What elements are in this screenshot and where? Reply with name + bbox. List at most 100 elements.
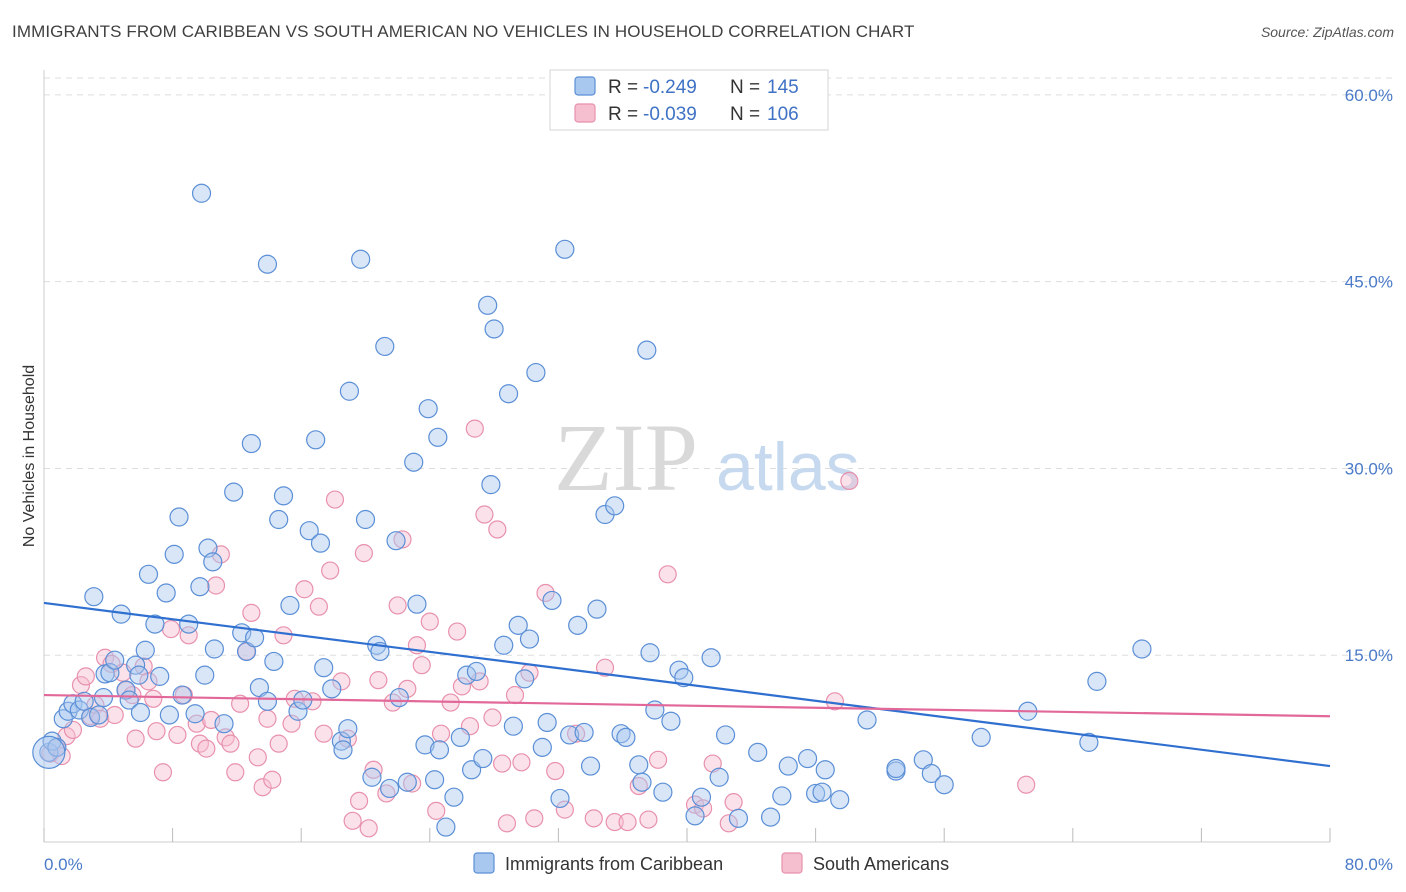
top-legend: R = -0.249 N = 145 R = -0.039 N = 106 bbox=[549, 69, 829, 131]
caribbean-point bbox=[812, 782, 832, 802]
caribbean-point bbox=[797, 748, 818, 769]
caribbean-point bbox=[129, 665, 149, 685]
caribbean-point bbox=[532, 737, 552, 757]
caribbean-point bbox=[130, 702, 151, 723]
caribbean-point bbox=[339, 381, 360, 401]
caribbean-point bbox=[587, 599, 607, 619]
caribbean-point bbox=[190, 577, 210, 597]
south-american-point bbox=[231, 694, 250, 713]
south-american-point bbox=[724, 793, 743, 812]
south-american-point bbox=[658, 565, 677, 584]
south-american-point bbox=[168, 725, 187, 745]
south-american-point bbox=[497, 814, 517, 833]
caribbean-point bbox=[389, 687, 409, 708]
caribbean-point bbox=[310, 533, 331, 553]
caribbean-point bbox=[466, 661, 487, 682]
caribbean-point bbox=[224, 482, 244, 502]
south-american-point bbox=[206, 576, 226, 595]
caribbean-point bbox=[478, 295, 498, 315]
legend-n-label-south-americans: N = bbox=[730, 104, 760, 125]
caribbean-point bbox=[81, 707, 101, 728]
caribbean-point bbox=[428, 427, 448, 447]
south-american-point bbox=[274, 626, 293, 645]
legend-r-value-south-americans: -0.039 bbox=[643, 104, 697, 125]
caribbean-point bbox=[386, 531, 406, 551]
legend-n-value-south-americans: 106 bbox=[767, 104, 799, 125]
caribbean-point bbox=[415, 735, 435, 755]
caribbean-point bbox=[715, 725, 736, 745]
south-american-point bbox=[388, 596, 407, 615]
caribbean-point bbox=[314, 658, 334, 678]
caribbean-point bbox=[560, 725, 580, 745]
south-american-point bbox=[354, 544, 373, 563]
caribbean-point bbox=[407, 594, 427, 614]
y-axis-title: No Vehicles in Household bbox=[21, 365, 38, 547]
legend-n-value-caribbean: 145 bbox=[767, 77, 799, 98]
south-american-point bbox=[71, 676, 91, 695]
caribbean-point bbox=[185, 704, 205, 724]
caribbean-point bbox=[93, 687, 114, 708]
caribbean-point bbox=[616, 727, 636, 748]
south-american-point bbox=[303, 692, 322, 711]
caribbean-point bbox=[203, 552, 223, 572]
caribbean-point bbox=[355, 509, 376, 530]
source-note: Source: ZipAtlas.com bbox=[1260, 24, 1394, 40]
caribbean-point bbox=[857, 710, 877, 730]
caribbean-point bbox=[661, 711, 681, 731]
south-american-point bbox=[475, 505, 494, 524]
caribbean-point bbox=[32, 735, 66, 769]
trend-lines bbox=[43, 601, 1331, 768]
caribbean-point bbox=[105, 650, 125, 670]
caribbean-point bbox=[264, 651, 284, 672]
caribbean-point bbox=[709, 767, 729, 787]
south-american-point bbox=[648, 750, 668, 769]
caribbean-point bbox=[574, 722, 594, 743]
caribbean-point bbox=[191, 183, 212, 203]
south-american-point bbox=[1017, 775, 1036, 794]
south-american-point bbox=[295, 580, 314, 599]
south-american-point bbox=[321, 561, 340, 580]
south-american-point bbox=[161, 619, 181, 639]
caribbean-point bbox=[515, 669, 535, 689]
south-american-point bbox=[719, 814, 738, 833]
caribbean-point bbox=[508, 615, 528, 635]
caribbean-point bbox=[701, 648, 721, 668]
caribbean-point bbox=[748, 742, 768, 762]
watermark-atlas: atlas bbox=[716, 429, 860, 505]
x-tick-label: 80.0% bbox=[1345, 855, 1393, 874]
south-american-point bbox=[343, 811, 362, 830]
caribbean-point bbox=[1079, 732, 1099, 752]
caribbean-point bbox=[498, 384, 519, 404]
south-american-point bbox=[309, 597, 328, 616]
caribbean-point bbox=[169, 507, 189, 527]
legend-swatch-caribbean bbox=[574, 76, 596, 96]
caribbean-point bbox=[526, 362, 546, 383]
legend-r-label-caribbean: R = bbox=[608, 77, 638, 98]
south-american-point bbox=[253, 778, 272, 797]
south-american-point bbox=[605, 812, 624, 832]
south-american-point bbox=[427, 801, 446, 820]
caribbean-point bbox=[380, 778, 400, 799]
caribbean-point bbox=[484, 319, 504, 339]
caribbean-point bbox=[159, 705, 179, 725]
caribbean-point bbox=[404, 452, 424, 472]
caribbean-point bbox=[473, 748, 493, 769]
caribbean-point bbox=[542, 590, 562, 611]
south-american-point bbox=[483, 708, 502, 727]
south-american-point bbox=[144, 689, 163, 708]
top-legend-frame bbox=[549, 69, 829, 131]
south-american-point bbox=[153, 763, 173, 782]
caribbean-point bbox=[257, 691, 278, 711]
south-american-point bbox=[505, 685, 525, 705]
south-american-point bbox=[147, 722, 166, 741]
chart-title: IMMIGRANTS FROM CARIBBEAN VS SOUTH AMERI… bbox=[12, 22, 915, 41]
south-american-point bbox=[332, 672, 351, 691]
caribbean-point bbox=[164, 544, 184, 564]
caribbean-point bbox=[1132, 639, 1152, 659]
south-american-point bbox=[393, 530, 412, 549]
south-american-point bbox=[584, 809, 603, 828]
legend-r-label-south-americans: R = bbox=[608, 104, 638, 125]
caribbean-point bbox=[815, 760, 835, 780]
tick-labels: 15.0% 30.0% 45.0% 60.0% 0.0% 80.0% bbox=[44, 86, 1393, 874]
